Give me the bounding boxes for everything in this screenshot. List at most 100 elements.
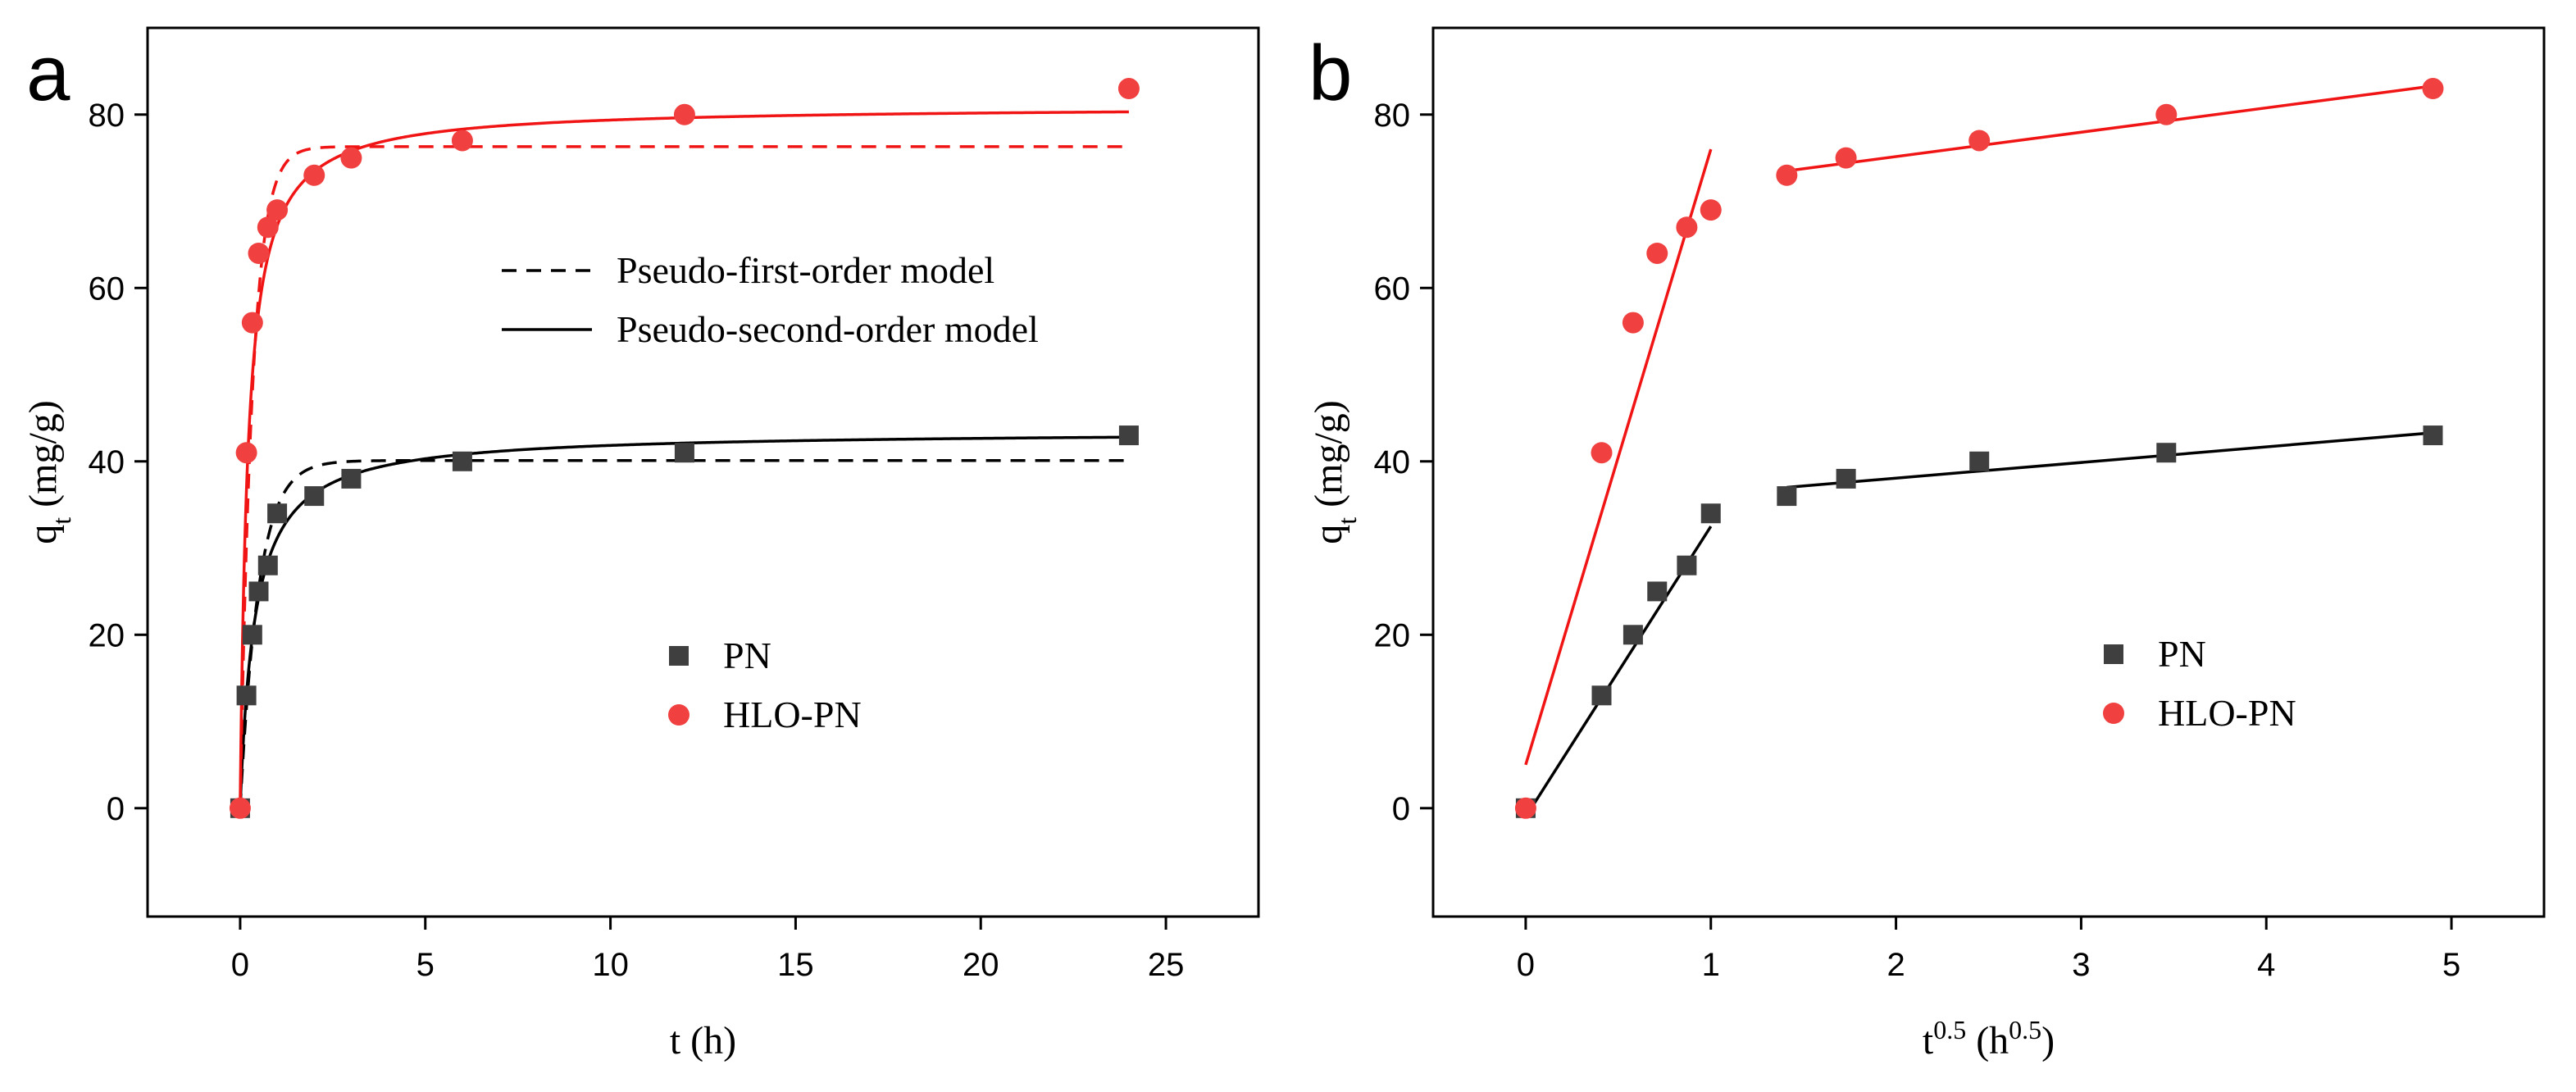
y-tick-label: 0 [1392, 791, 1410, 827]
legend-model-label: Pseudo-first-order model [617, 249, 994, 291]
legend-series-label: HLO-PN [723, 694, 862, 735]
data-point-hlo-pn [1700, 199, 1722, 221]
data-point-pn [2423, 425, 2443, 446]
data-point-hlo-pn [1776, 164, 1798, 186]
data-point-pn [2156, 443, 2177, 463]
data-point-hlo-pn [241, 312, 263, 334]
data-point-pn [1623, 625, 1643, 645]
x-tick-label: 25 [1148, 947, 1185, 983]
x-axis-label-main: t [1923, 1019, 1934, 1062]
legend-model-label: Pseudo-second-order model [617, 308, 1039, 350]
legend-marker-hlo-pn [2103, 703, 2124, 724]
fit-line [1786, 431, 2433, 489]
data-point-hlo-pn [235, 442, 257, 464]
data-point-hlo-pn [2155, 103, 2178, 125]
legend-marker-pn [669, 646, 689, 666]
plot-frame [1431, 26, 2546, 918]
y-axis-label-rest: (mg/g) [1307, 400, 1350, 517]
data-point-pn [248, 581, 269, 602]
y-tick-label: 20 [1374, 617, 1411, 653]
x-axis-label-sup2: 0.5 [2009, 1015, 2041, 1044]
y-tick-label: 60 [89, 271, 125, 307]
x-tick-label: 20 [963, 947, 999, 983]
data-point-hlo-pn [1591, 442, 1613, 464]
data-point-pn [1836, 468, 1856, 489]
data-point-hlo-pn [340, 147, 362, 169]
x-tick-label: 1 [1702, 947, 1720, 983]
fit-line [239, 458, 1129, 808]
data-point-hlo-pn [1514, 797, 1536, 819]
data-point-pn [674, 443, 694, 463]
x-tick-label: 10 [592, 947, 629, 983]
data-point-hlo-pn [1622, 312, 1644, 334]
panel-a: a 0 5 10 15 20 25 0 20 40 60 80 t (h) qt (mg/g) Pseudo… [21, 26, 1260, 1062]
data-point-hlo-pn [266, 199, 289, 221]
x-tick-label: 15 [777, 947, 814, 983]
data-point-pn [236, 685, 257, 706]
fit-line [239, 110, 1129, 808]
data-point-pn [1591, 685, 1612, 706]
y-tick-label: 80 [89, 98, 125, 134]
x-axis-label-end: ) [2041, 1019, 2055, 1062]
y-tick-label: 0 [107, 791, 125, 827]
data-point-pn [1969, 451, 1990, 471]
y-axis-label-rest: (mg/g) [21, 400, 65, 517]
y-tick-label: 60 [1374, 271, 1411, 307]
y-tick-label: 40 [89, 444, 125, 480]
y-axis-label: qt (mg/g) [1307, 400, 1362, 544]
data-point-hlo-pn [257, 216, 279, 239]
x-axis-label-sup: 0.5 [1933, 1015, 1966, 1044]
y-axis-label: qt (mg/g) [21, 400, 76, 544]
data-point-hlo-pn [1676, 216, 1698, 239]
x-tick-label: 3 [2072, 947, 2090, 983]
panel-label: b [1308, 30, 1352, 117]
legend-marker-pn [2104, 644, 2123, 664]
data-point-pn [267, 503, 288, 524]
data-point-hlo-pn [1117, 78, 1140, 100]
x-tick-label: 4 [2257, 947, 2275, 983]
legend-marker-hlo-pn [668, 704, 690, 726]
x-axis-label-rest: (h [1966, 1019, 2009, 1062]
data-point-hlo-pn [1646, 242, 1668, 264]
x-axis-label-main: t (h) [670, 1019, 736, 1062]
data-point-pn [304, 486, 325, 507]
y-axis-label-main: q [1307, 525, 1350, 544]
data-point-pn [1700, 503, 1721, 524]
data-point-pn [257, 555, 278, 576]
x-tick-label: 0 [1517, 947, 1535, 983]
data-point-hlo-pn [303, 164, 325, 186]
x-axis-label: t0.5 (h0.5) [1923, 1015, 2055, 1062]
data-point-hlo-pn [248, 242, 270, 264]
x-tick-label: 2 [1886, 947, 1905, 983]
panel-label: a [26, 30, 71, 117]
data-point-hlo-pn [1968, 130, 1991, 152]
plot-frame [146, 26, 1260, 918]
data-point-pn [341, 468, 362, 489]
data-point-pn [242, 625, 262, 645]
fit-line [239, 435, 1129, 808]
y-tick-label: 20 [89, 617, 125, 653]
y-tick-label: 80 [1374, 98, 1411, 134]
y-axis-label-sub: t [1332, 517, 1362, 525]
data-point-hlo-pn [451, 130, 473, 152]
x-tick-label: 5 [2442, 947, 2460, 983]
legend-series-label: HLO-PN [2158, 692, 2296, 734]
data-point-pn [452, 451, 472, 471]
y-axis-label-sub: t [47, 517, 76, 525]
x-tick-label: 0 [231, 947, 249, 983]
y-tick-label: 40 [1374, 444, 1411, 480]
legend-series-label: PN [2158, 633, 2206, 675]
fit-line [1524, 148, 1713, 766]
data-point-hlo-pn [673, 103, 695, 125]
x-axis-label: t (h) [670, 1019, 736, 1062]
data-point-hlo-pn [1835, 147, 1857, 169]
data-point-pn [1777, 486, 1797, 507]
data-point-pn [1118, 425, 1139, 446]
x-tick-label: 5 [416, 947, 435, 983]
legend-series-label: PN [723, 635, 771, 676]
data-point-pn [1677, 555, 1697, 576]
data-point-hlo-pn [229, 797, 251, 819]
data-point-hlo-pn [2422, 78, 2444, 100]
